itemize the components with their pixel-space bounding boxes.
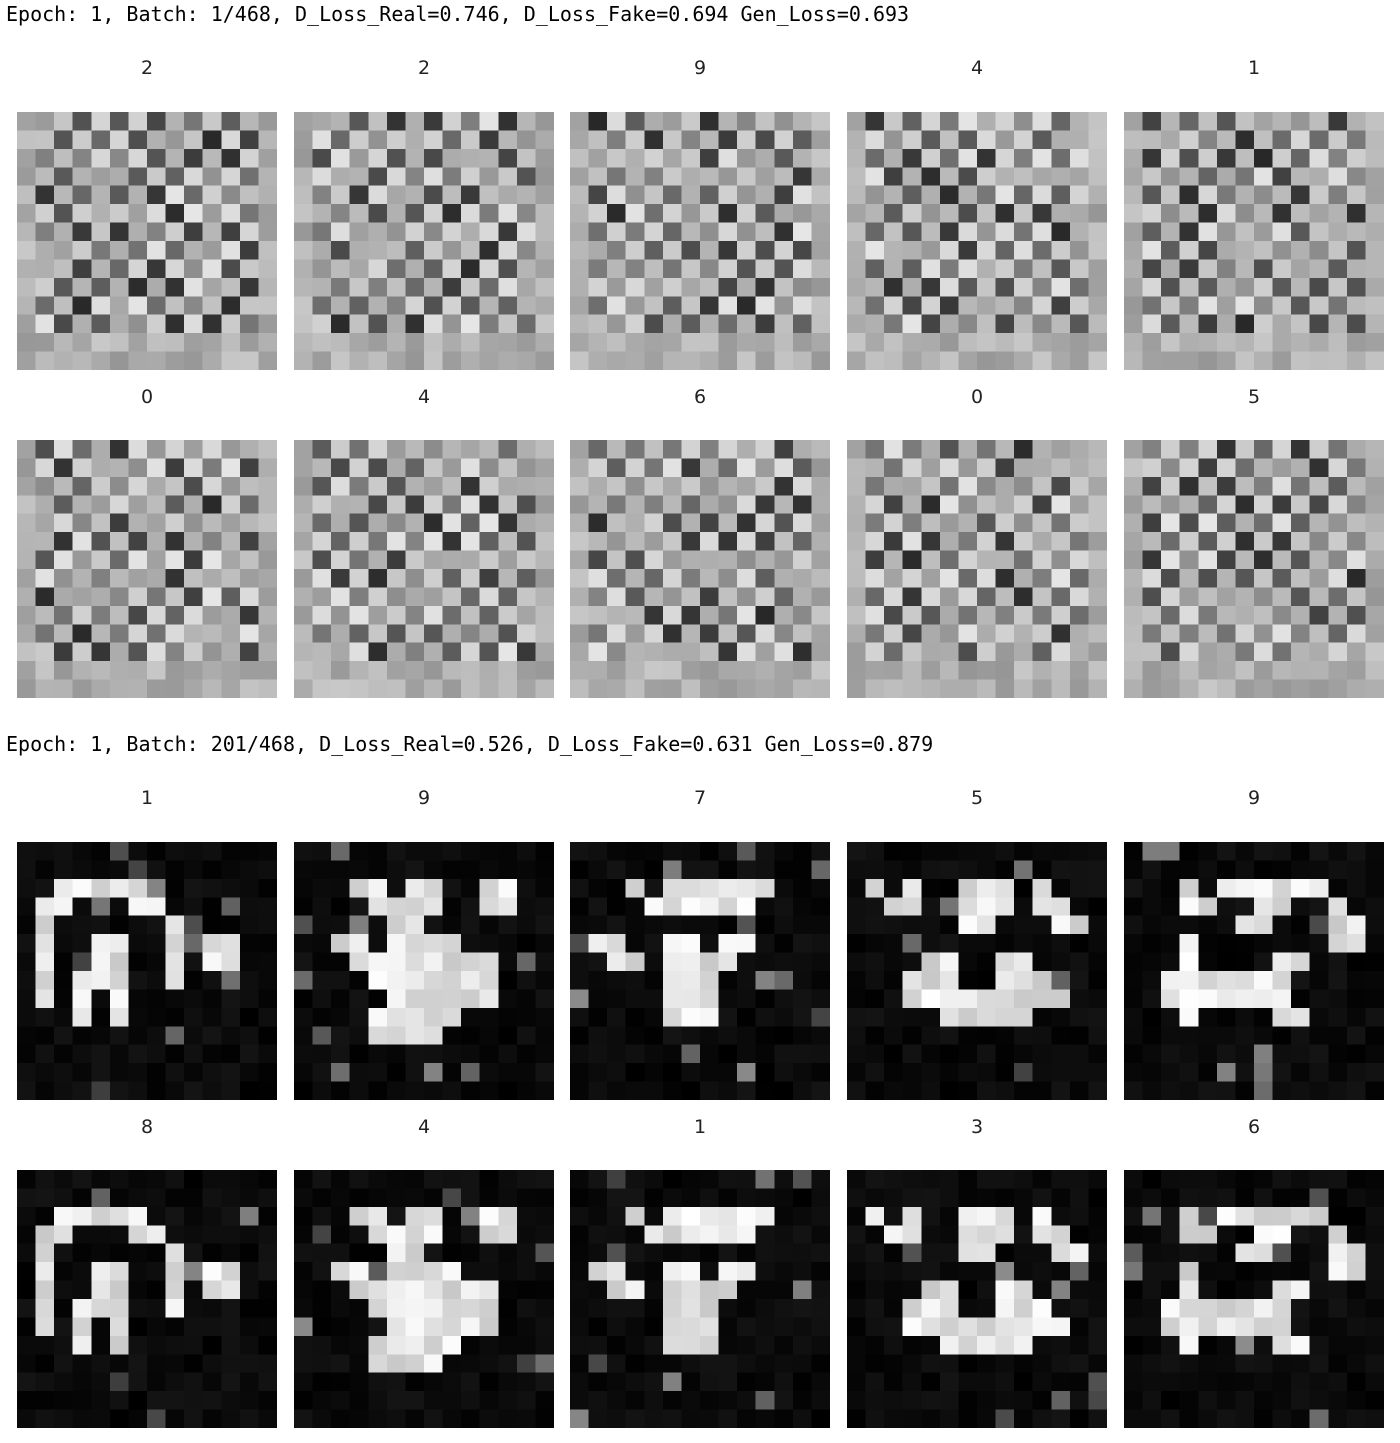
sample-label: 1: [693, 1116, 707, 1138]
sample-label: 2: [140, 57, 154, 79]
generated-sample-image: [294, 842, 554, 1100]
sample-label: 9: [693, 57, 707, 79]
sample-label: 3: [970, 1116, 984, 1138]
generated-sample-image: [847, 842, 1107, 1100]
generated-sample-image: [570, 1170, 830, 1428]
sample-label: 1: [140, 787, 154, 809]
generated-sample-image: [570, 842, 830, 1100]
generated-sample-image: [294, 440, 554, 698]
generated-sample-image: [570, 440, 830, 698]
generated-sample-image: [570, 112, 830, 370]
sample-label: 1: [1247, 57, 1261, 79]
generated-sample-image: [17, 842, 277, 1100]
generated-sample-image: [17, 1170, 277, 1428]
generated-sample-image: [847, 440, 1107, 698]
sample-label: 4: [970, 57, 984, 79]
generated-sample-image: [1124, 112, 1384, 370]
sample-label: 0: [140, 386, 154, 408]
generated-sample-image: [847, 1170, 1107, 1428]
sample-label: 0: [970, 386, 984, 408]
generated-sample-image: [1124, 1170, 1384, 1428]
sample-label: 5: [970, 787, 984, 809]
training-log-line: Epoch: 1, Batch: 1/468, D_Loss_Real=0.74…: [6, 2, 910, 26]
sample-label: 4: [417, 386, 431, 408]
generated-sample-image: [17, 440, 277, 698]
sample-label: 9: [417, 787, 431, 809]
sample-label: 2: [417, 57, 431, 79]
generated-sample-image: [294, 112, 554, 370]
generated-sample-image: [1124, 440, 1384, 698]
generated-sample-image: [847, 112, 1107, 370]
generated-sample-image: [1124, 842, 1384, 1100]
generated-sample-image: [17, 112, 277, 370]
sample-label: 4: [417, 1116, 431, 1138]
training-log-line: Epoch: 1, Batch: 201/468, D_Loss_Real=0.…: [6, 732, 934, 756]
generated-sample-image: [294, 1170, 554, 1428]
sample-label: 5: [1247, 386, 1261, 408]
sample-label: 9: [1247, 787, 1261, 809]
sample-label: 8: [140, 1116, 154, 1138]
sample-label: 6: [693, 386, 707, 408]
sample-label: 7: [693, 787, 707, 809]
sample-label: 6: [1247, 1116, 1261, 1138]
